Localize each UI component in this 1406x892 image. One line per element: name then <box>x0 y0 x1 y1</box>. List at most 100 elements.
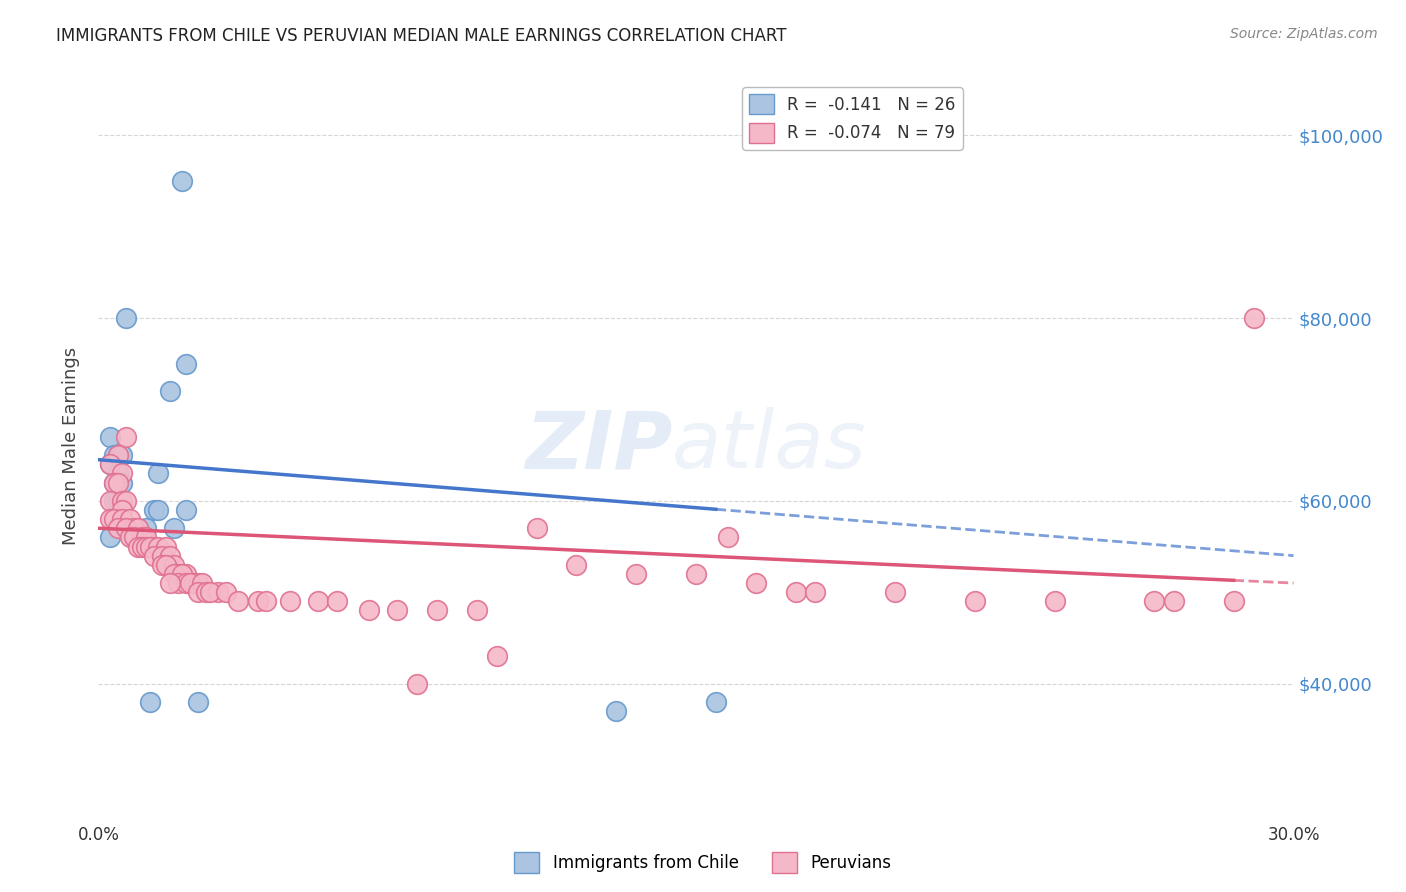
Point <box>98 457 122 471</box>
Point <box>115 430 138 444</box>
Point <box>107 493 129 508</box>
Point <box>1043 594 1066 608</box>
Point <box>150 549 173 563</box>
Point <box>143 549 166 563</box>
Point <box>98 430 122 444</box>
Point <box>174 566 197 581</box>
Point <box>526 521 548 535</box>
Point <box>1243 311 1265 326</box>
Point <box>626 566 648 581</box>
Point <box>103 475 125 490</box>
Point <box>139 695 162 709</box>
Point <box>307 594 329 608</box>
Point <box>127 521 149 535</box>
Point <box>1143 594 1166 608</box>
Point <box>884 585 907 599</box>
Point <box>226 594 249 608</box>
Point <box>98 512 122 526</box>
Point <box>103 493 125 508</box>
Point <box>172 566 194 581</box>
Point <box>246 594 269 608</box>
Point <box>745 576 768 591</box>
Point <box>159 576 181 591</box>
Point <box>183 576 205 591</box>
Point <box>163 521 186 535</box>
Point <box>124 530 146 544</box>
Point <box>804 585 827 599</box>
Point <box>172 174 194 188</box>
Point <box>103 475 125 490</box>
Point <box>717 530 740 544</box>
Point <box>326 594 349 608</box>
Point <box>385 603 409 617</box>
Point <box>191 576 214 591</box>
Point <box>135 521 157 535</box>
Point <box>485 649 508 664</box>
Point <box>963 594 986 608</box>
Point <box>111 503 134 517</box>
Legend: Immigrants from Chile, Peruvians: Immigrants from Chile, Peruvians <box>508 846 898 880</box>
Point <box>163 558 186 572</box>
Point <box>111 493 134 508</box>
Point <box>107 475 129 490</box>
Point <box>103 448 125 462</box>
Point <box>174 503 197 517</box>
Point <box>785 585 807 599</box>
Point <box>107 521 129 535</box>
Point <box>159 384 181 399</box>
Point <box>179 576 201 591</box>
Point <box>107 448 129 462</box>
Point <box>143 540 166 554</box>
Point <box>254 594 277 608</box>
Point <box>155 558 177 572</box>
Point <box>1223 594 1246 608</box>
Point <box>135 530 157 544</box>
Point <box>148 467 170 481</box>
Point <box>131 530 153 544</box>
Point <box>107 467 129 481</box>
Point <box>167 566 190 581</box>
Point <box>107 448 129 462</box>
Point <box>150 558 173 572</box>
Text: Source: ZipAtlas.com: Source: ZipAtlas.com <box>1230 27 1378 41</box>
Point <box>278 594 301 608</box>
Point <box>187 695 209 709</box>
Point <box>98 457 122 471</box>
Point <box>98 530 122 544</box>
Point <box>155 540 177 554</box>
Point <box>98 493 122 508</box>
Text: ZIP: ZIP <box>524 407 672 485</box>
Point <box>565 558 588 572</box>
Point <box>111 512 134 526</box>
Point <box>127 540 149 554</box>
Point <box>115 521 138 535</box>
Point <box>111 475 134 490</box>
Point <box>195 585 218 599</box>
Legend: R =  -0.141   N = 26, R =  -0.074   N = 79: R = -0.141 N = 26, R = -0.074 N = 79 <box>742 87 963 150</box>
Point <box>426 603 449 617</box>
Point <box>207 585 229 599</box>
Point <box>685 566 707 581</box>
Point <box>139 540 162 554</box>
Point <box>159 549 181 563</box>
Point <box>605 704 627 718</box>
Point <box>103 512 125 526</box>
Point <box>115 493 138 508</box>
Point <box>111 512 134 526</box>
Point <box>163 566 186 581</box>
Point <box>187 585 209 599</box>
Point <box>139 540 162 554</box>
Point <box>143 503 166 517</box>
Point <box>131 540 153 554</box>
Point <box>198 585 221 599</box>
Point <box>120 530 142 544</box>
Point <box>174 357 197 371</box>
Text: IMMIGRANTS FROM CHILE VS PERUVIAN MEDIAN MALE EARNINGS CORRELATION CHART: IMMIGRANTS FROM CHILE VS PERUVIAN MEDIAN… <box>56 27 787 45</box>
Point <box>148 503 170 517</box>
Point <box>124 521 146 535</box>
Text: atlas: atlas <box>672 407 868 485</box>
Point <box>187 576 209 591</box>
Point <box>120 512 142 526</box>
Point <box>115 311 138 326</box>
Point <box>135 540 157 554</box>
